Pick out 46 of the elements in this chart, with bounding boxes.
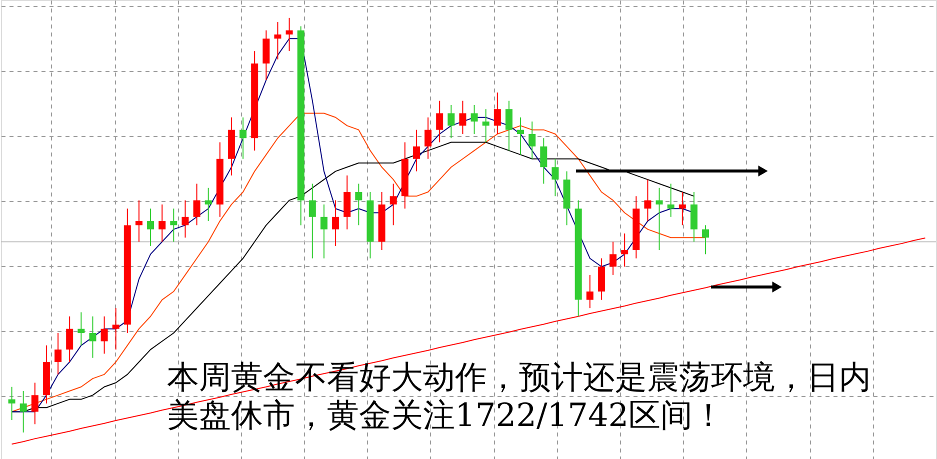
candlestick [355,183,362,226]
candlestick [540,138,548,184]
candlestick [702,224,710,255]
candlestick [170,208,178,242]
candlestick [656,187,663,251]
candlestick [552,158,559,197]
candlestick [528,121,536,160]
candlestick [332,200,340,246]
candlestick [678,192,686,226]
candlestick [240,116,247,160]
candlestick [459,100,466,134]
candlestick [667,183,674,218]
candlestick [286,17,293,52]
candlestick [390,183,397,226]
candlestick [482,108,490,143]
candlestick [448,104,455,139]
candlestick [610,241,617,276]
candlestick [586,274,594,309]
candlestick [20,390,27,433]
candlestick [274,22,282,60]
candlestick [135,200,142,242]
candlestick [100,316,108,354]
candlestick [424,116,432,160]
candlestick [112,308,120,350]
candlestick [182,200,189,238]
candlestick [78,312,85,346]
candlestick [320,204,328,259]
candlestick [470,104,478,134]
candlestick [8,386,16,421]
candlestick [517,116,524,156]
candlestick [621,232,628,268]
candlestick [66,316,74,362]
candlestick [505,100,512,152]
candlestick [193,183,200,226]
candlestick [494,92,501,134]
candlestick [412,129,420,172]
candlestick [158,204,166,242]
candlestick [147,208,154,246]
candlestick [308,183,316,259]
candlestick [204,187,212,222]
candlestick [436,100,444,143]
annotation: 美盘休市，黄金关注1722/1742区间！ [167,396,725,434]
candlestick [89,316,96,358]
candlestick [31,382,38,425]
candlestick [54,332,62,375]
candlestick [644,179,652,222]
